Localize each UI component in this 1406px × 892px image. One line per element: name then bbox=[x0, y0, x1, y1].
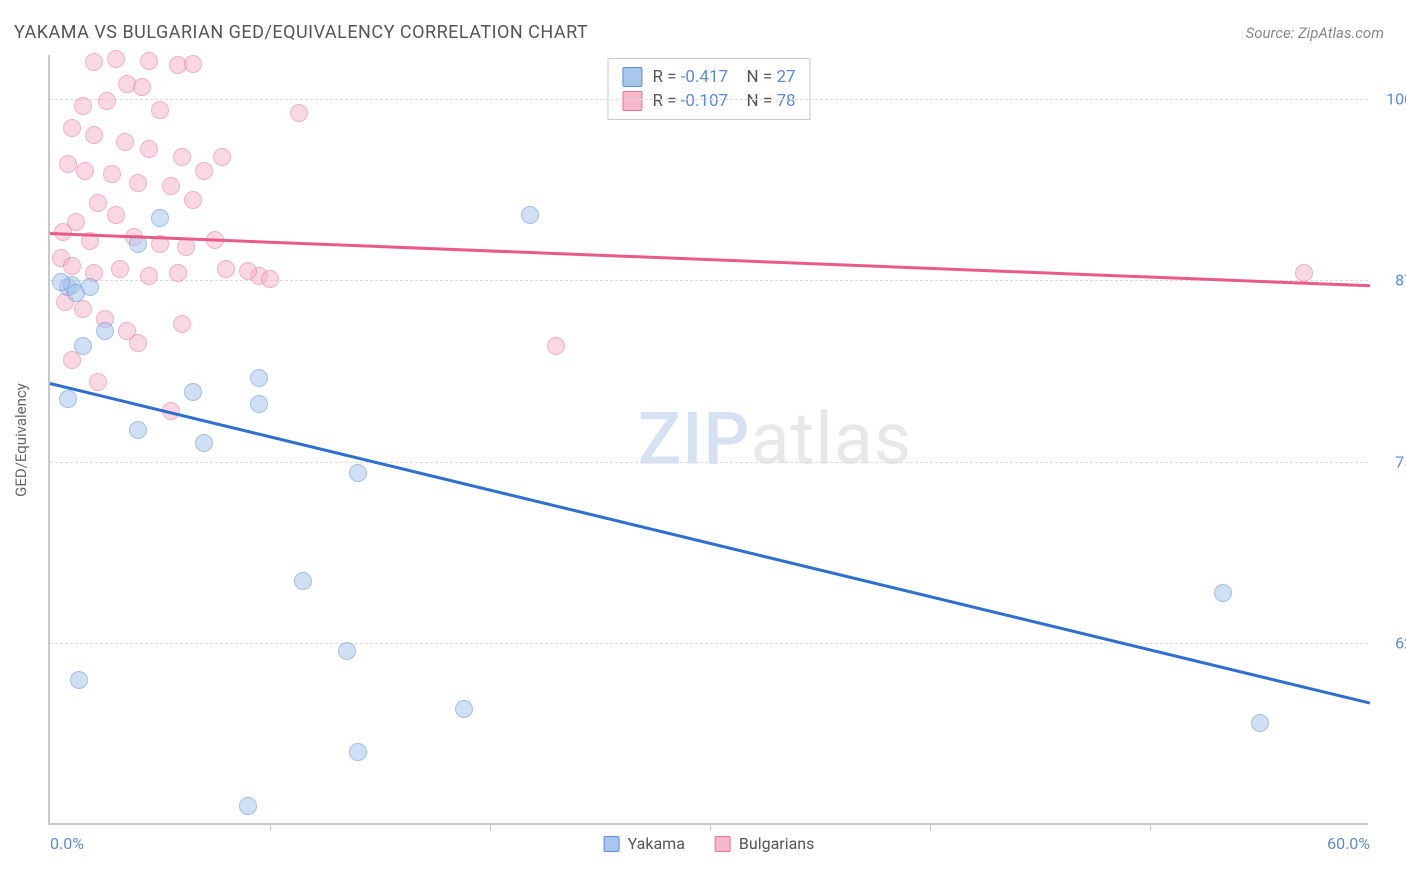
legend-item-bulgarians: Bulgarians bbox=[715, 834, 814, 853]
x-tick-label: 60.0% bbox=[1327, 834, 1370, 853]
data-point-bulgarians bbox=[133, 78, 151, 96]
swatch-bulgarians bbox=[622, 91, 642, 111]
x-tick bbox=[270, 823, 271, 831]
legend-label-bulgarians: Bulgarians bbox=[739, 834, 814, 853]
series-legend: Yakama Bulgarians bbox=[604, 834, 815, 853]
data-point-bulgarians bbox=[213, 148, 231, 166]
data-point-bulgarians bbox=[261, 270, 279, 288]
legend-label-yakama: Yakama bbox=[628, 834, 685, 853]
x-tick bbox=[930, 823, 931, 831]
data-point-bulgarians bbox=[59, 155, 77, 173]
data-point-bulgarians bbox=[63, 119, 81, 137]
data-point-bulgarians bbox=[85, 53, 103, 71]
x-tick bbox=[1150, 823, 1151, 831]
trend-line-yakama bbox=[50, 382, 1371, 704]
data-point-bulgarians bbox=[89, 373, 107, 391]
grid-line bbox=[50, 643, 1368, 644]
data-point-bulgarians bbox=[184, 55, 202, 73]
swatch-yakama bbox=[622, 67, 642, 87]
scatter-plot: ZIPatlas R = -0.417 N = 27 R = -0.107 N … bbox=[48, 55, 1368, 825]
data-point-bulgarians bbox=[63, 351, 81, 369]
y-tick-label: 87.5% bbox=[1378, 271, 1406, 290]
data-point-bulgarians bbox=[195, 162, 213, 180]
data-point-bulgarians bbox=[290, 104, 308, 122]
data-point-bulgarians bbox=[140, 267, 158, 285]
y-axis-title: GED/Equivalency bbox=[12, 383, 30, 497]
data-point-bulgarians bbox=[239, 262, 257, 280]
data-point-yakama bbox=[250, 395, 268, 413]
data-point-yakama bbox=[521, 206, 539, 224]
data-point-bulgarians bbox=[74, 97, 92, 115]
y-tick-label: 100.0% bbox=[1378, 89, 1406, 108]
data-point-bulgarians bbox=[107, 206, 125, 224]
data-point-yakama bbox=[1214, 584, 1232, 602]
y-tick-label: 75.0% bbox=[1378, 452, 1406, 471]
data-point-yakama bbox=[349, 743, 367, 761]
y-tick-label: 62.5% bbox=[1378, 634, 1406, 653]
data-point-bulgarians bbox=[140, 52, 158, 70]
data-point-bulgarians bbox=[116, 133, 134, 151]
data-point-yakama bbox=[81, 278, 99, 296]
data-point-yakama bbox=[96, 322, 114, 340]
data-point-bulgarians bbox=[76, 162, 94, 180]
data-point-yakama bbox=[455, 700, 473, 718]
data-point-yakama bbox=[195, 434, 213, 452]
correlation-legend: R = -0.417 N = 27 R = -0.107 N = 78 bbox=[607, 58, 810, 120]
chart-title: YAKAMA VS BULGARIAN GED/EQUIVALENCY CORR… bbox=[14, 22, 588, 43]
data-point-yakama bbox=[338, 642, 356, 660]
grid-line bbox=[50, 99, 1368, 100]
swatch-small-bulgarians bbox=[715, 836, 731, 852]
legend-row-yakama: R = -0.417 N = 27 bbox=[622, 65, 795, 89]
data-point-bulgarians bbox=[162, 177, 180, 195]
data-point-yakama bbox=[250, 369, 268, 387]
data-point-yakama bbox=[129, 421, 147, 439]
source-label: Source: ZipAtlas.com bbox=[1246, 24, 1384, 42]
data-point-bulgarians bbox=[217, 260, 235, 278]
data-point-yakama bbox=[184, 383, 202, 401]
data-point-yakama bbox=[1251, 714, 1269, 732]
data-point-yakama bbox=[349, 464, 367, 482]
data-point-bulgarians bbox=[173, 315, 191, 333]
legend-item-yakama: Yakama bbox=[604, 834, 685, 853]
x-tick bbox=[710, 823, 711, 831]
data-point-bulgarians bbox=[129, 334, 147, 352]
grid-line bbox=[50, 462, 1368, 463]
watermark: ZIPatlas bbox=[638, 397, 912, 482]
data-point-bulgarians bbox=[107, 50, 125, 68]
data-point-yakama bbox=[70, 671, 88, 689]
data-point-bulgarians bbox=[173, 148, 191, 166]
data-point-bulgarians bbox=[184, 191, 202, 209]
data-point-bulgarians bbox=[129, 174, 147, 192]
data-point-bulgarians bbox=[63, 257, 81, 275]
data-point-bulgarians bbox=[89, 194, 107, 212]
data-point-bulgarians bbox=[1295, 264, 1313, 282]
swatch-small-yakama bbox=[604, 836, 620, 852]
data-point-yakama bbox=[74, 337, 92, 355]
data-point-yakama bbox=[59, 390, 77, 408]
data-point-yakama bbox=[52, 273, 70, 291]
data-point-bulgarians bbox=[74, 300, 92, 318]
data-point-yakama bbox=[294, 572, 312, 590]
data-point-bulgarians bbox=[103, 165, 121, 183]
data-point-bulgarians bbox=[140, 140, 158, 158]
data-point-yakama bbox=[151, 209, 169, 227]
data-point-bulgarians bbox=[98, 92, 116, 110]
x-tick-label: 0.0% bbox=[50, 834, 84, 853]
data-point-bulgarians bbox=[547, 337, 565, 355]
x-tick bbox=[490, 823, 491, 831]
data-point-bulgarians bbox=[85, 126, 103, 144]
data-point-bulgarians bbox=[151, 101, 169, 119]
data-point-yakama bbox=[239, 797, 257, 815]
legend-row-bulgarians: R = -0.107 N = 78 bbox=[622, 89, 795, 113]
data-point-bulgarians bbox=[111, 260, 129, 278]
data-point-bulgarians bbox=[177, 238, 195, 256]
data-point-bulgarians bbox=[169, 264, 187, 282]
